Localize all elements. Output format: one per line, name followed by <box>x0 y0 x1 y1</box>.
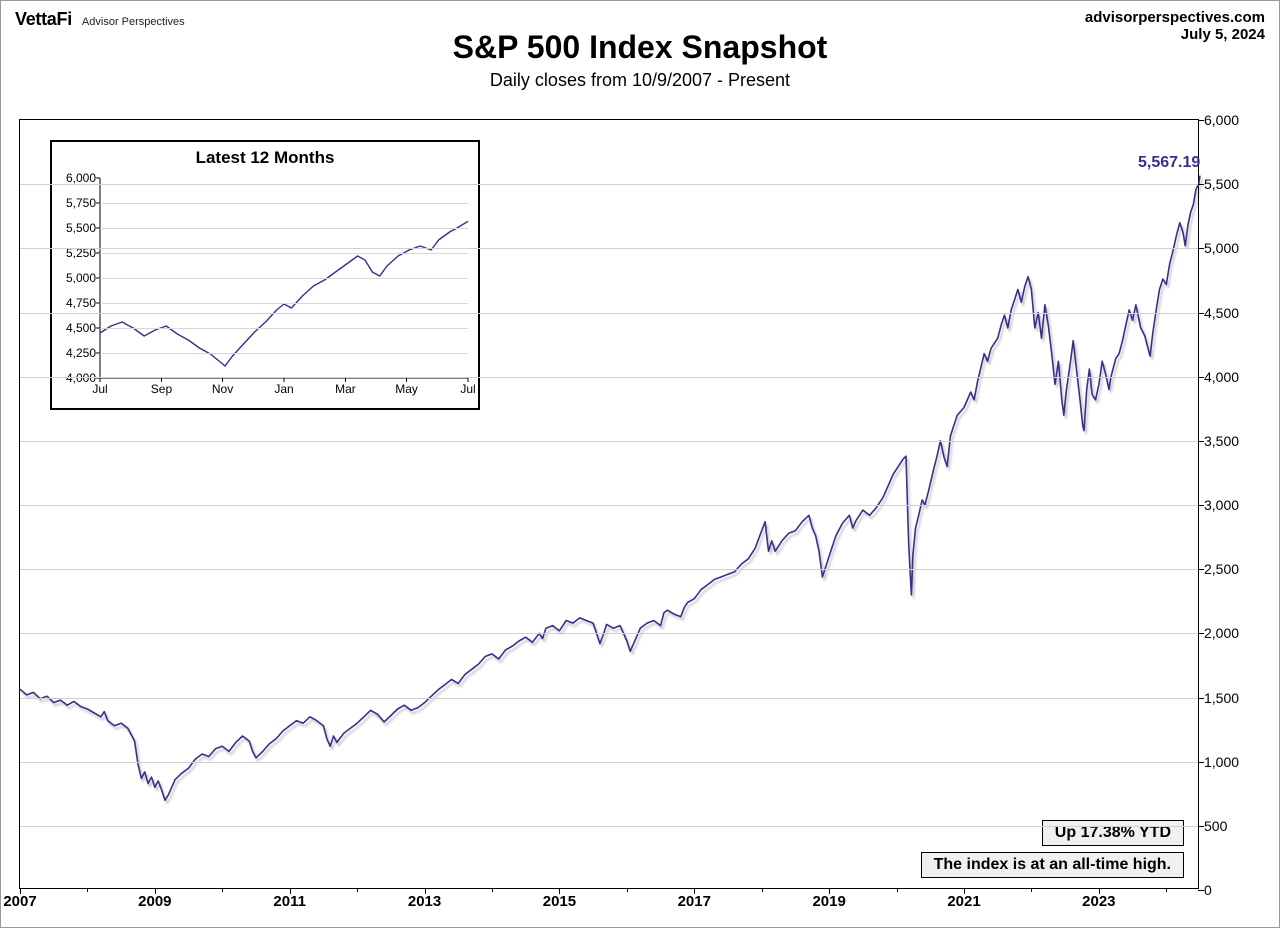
inset-chart: Latest 12 Months 4,0004,2504,5004,7505,0… <box>50 140 480 410</box>
high-box: The index is at an all-time high. <box>921 852 1184 878</box>
y-axis-label: 0 <box>1204 882 1254 898</box>
inset-y-label: 4,750 <box>58 296 96 310</box>
inset-y-label: 5,500 <box>58 221 96 235</box>
inset-x-label: Sep <box>151 382 172 396</box>
inset-y-label: 5,750 <box>58 196 96 210</box>
y-axis-label: 3,500 <box>1204 433 1254 449</box>
inset-title: Latest 12 Months <box>52 148 478 168</box>
inset-y-label: 4,500 <box>58 321 96 335</box>
inset-y-label: 4,250 <box>58 346 96 360</box>
x-axis-label: 2011 <box>273 893 306 910</box>
y-axis-label: 3,000 <box>1204 497 1254 513</box>
y-axis-label: 4,000 <box>1204 369 1254 385</box>
y-axis-label: 2,000 <box>1204 625 1254 641</box>
y-axis-label: 4,500 <box>1204 305 1254 321</box>
inset-plot-area: 4,0004,2504,5004,7505,0005,2505,5005,750… <box>100 178 468 378</box>
inset-x-label: Jul <box>460 382 475 396</box>
latest-value-callout: 5,567.19 <box>1138 154 1200 172</box>
inset-y-label: 5,000 <box>58 271 96 285</box>
inset-y-label: 4,000 <box>58 371 96 385</box>
x-axis-label: 2009 <box>138 893 171 910</box>
inset-x-label: Jan <box>274 382 293 396</box>
y-axis-label: 1,000 <box>1204 754 1254 770</box>
x-axis-label: 2013 <box>408 893 441 910</box>
logo-subtitle: Advisor Perspectives <box>82 16 185 28</box>
y-axis-label: 5,000 <box>1204 240 1254 256</box>
logo-text: VettaFi <box>15 9 72 30</box>
x-axis-label: 2019 <box>812 893 845 910</box>
y-axis-label: 5,500 <box>1204 176 1254 192</box>
logo-block: VettaFi Advisor Perspectives <box>15 9 1265 30</box>
header-date: July 5, 2024 <box>1085 26 1265 43</box>
inset-x-label: Nov <box>212 382 233 396</box>
inset-y-label: 6,000 <box>58 171 96 185</box>
header-right: advisorperspectives.com July 5, 2024 <box>1085 9 1265 43</box>
ytd-box: Up 17.38% YTD <box>1042 820 1184 846</box>
y-axis-label: 1,500 <box>1204 690 1254 706</box>
inset-x-label: May <box>395 382 418 396</box>
chart-subtitle: Daily closes from 10/9/2007 - Present <box>1 70 1279 91</box>
y-axis-label: 6,000 <box>1204 112 1254 128</box>
x-axis-label: 2021 <box>947 893 980 910</box>
inset-x-label: Jul <box>92 382 107 396</box>
x-axis-label: 2017 <box>678 893 711 910</box>
inset-line <box>100 221 468 366</box>
y-axis-label: 500 <box>1204 818 1254 834</box>
x-axis-label: 2015 <box>543 893 576 910</box>
header-bar: VettaFi Advisor Perspectives advisorpers… <box>1 1 1279 29</box>
inset-x-label: Mar <box>335 382 356 396</box>
main-chart-area: 5,567.19 Up 17.38% YTD The index is at a… <box>19 119 1199 889</box>
x-axis-label: 2007 <box>3 893 36 910</box>
header-url: advisorperspectives.com <box>1085 9 1265 26</box>
x-axis-label: 2023 <box>1082 893 1115 910</box>
y-axis-label: 2,500 <box>1204 561 1254 577</box>
